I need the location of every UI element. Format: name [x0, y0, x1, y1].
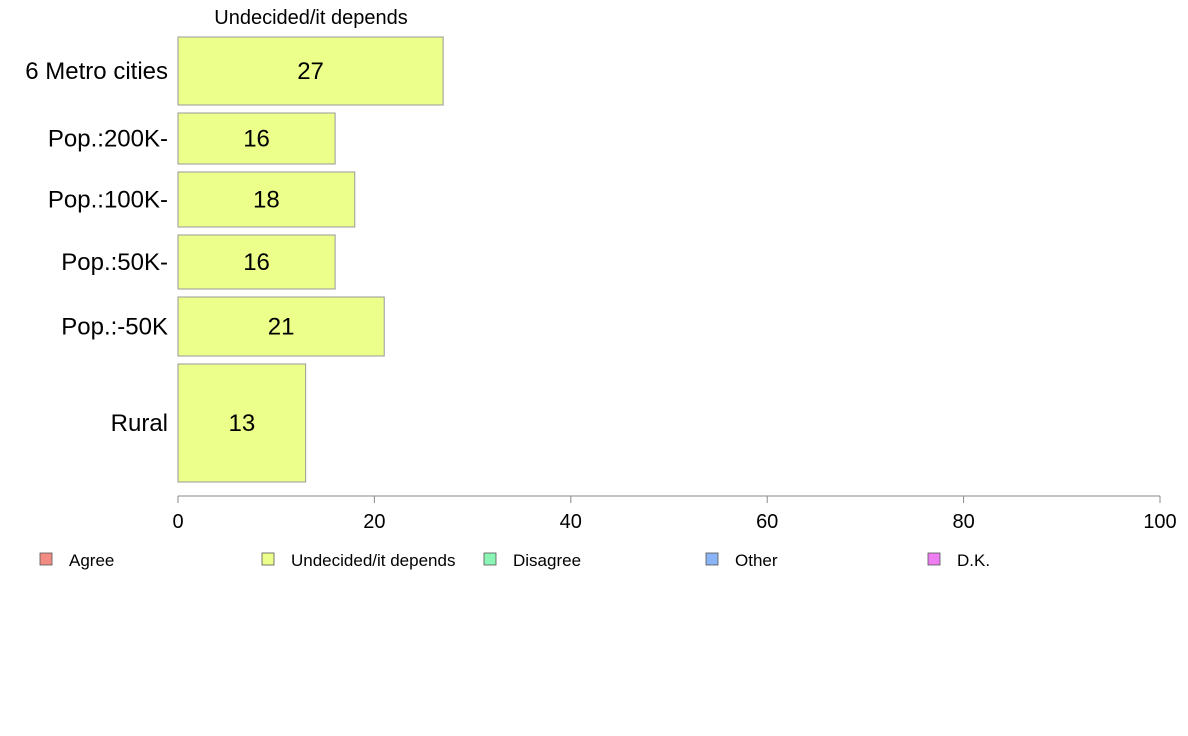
legend-label: Other — [735, 551, 778, 570]
category-label: Rural — [111, 410, 168, 437]
bar — [177, 296, 385, 357]
bar — [177, 112, 336, 165]
legend-label: Undecided/it depends — [291, 551, 455, 570]
category-label: Pop.:-50K — [61, 314, 168, 341]
legend-label: Agree — [69, 551, 114, 570]
bar-value-label: 21 — [268, 314, 295, 341]
x-tick-label: 0 — [172, 511, 183, 533]
legend-label: Disagree — [513, 551, 581, 570]
x-tick-label: 100 — [1143, 511, 1176, 533]
bar — [177, 36, 444, 106]
bar — [177, 363, 307, 483]
bar-value-label: 16 — [243, 249, 270, 276]
legend-swatch — [261, 552, 275, 566]
bar-value-label: 13 — [228, 410, 255, 437]
x-tick-label: 40 — [560, 511, 582, 533]
bar — [177, 171, 356, 228]
x-tick-label: 60 — [756, 511, 778, 533]
legend-swatch — [483, 552, 497, 566]
x-tick-label: 80 — [952, 511, 974, 533]
bar-value-label: 16 — [243, 126, 270, 153]
bar — [177, 234, 336, 290]
category-label: Pop.:100K- — [48, 187, 168, 214]
legend-swatch — [927, 552, 941, 566]
category-label: Pop.:200K- — [48, 126, 168, 153]
legend: Agree Undecided/it depends Disagree Other D.… — [39, 551, 990, 570]
category-label: 6 Metro cities — [25, 58, 168, 85]
bar-value-label: 27 — [297, 58, 324, 85]
category-label: Pop.:50K- — [61, 249, 168, 276]
legend-swatch — [39, 552, 53, 566]
legend-swatch — [705, 552, 719, 566]
x-axis: 0 20 40 60 80 100 — [172, 495, 1177, 533]
chart-title: Undecided/it depends — [214, 7, 407, 29]
bars-layer: 27 6 Metro cities 16 Pop.:200K- 18 Pop.:100K-… — [25, 36, 444, 483]
bar-value-label: 18 — [253, 187, 280, 214]
legend-label: D.K. — [957, 551, 990, 570]
x-tick-label: 20 — [363, 511, 385, 533]
